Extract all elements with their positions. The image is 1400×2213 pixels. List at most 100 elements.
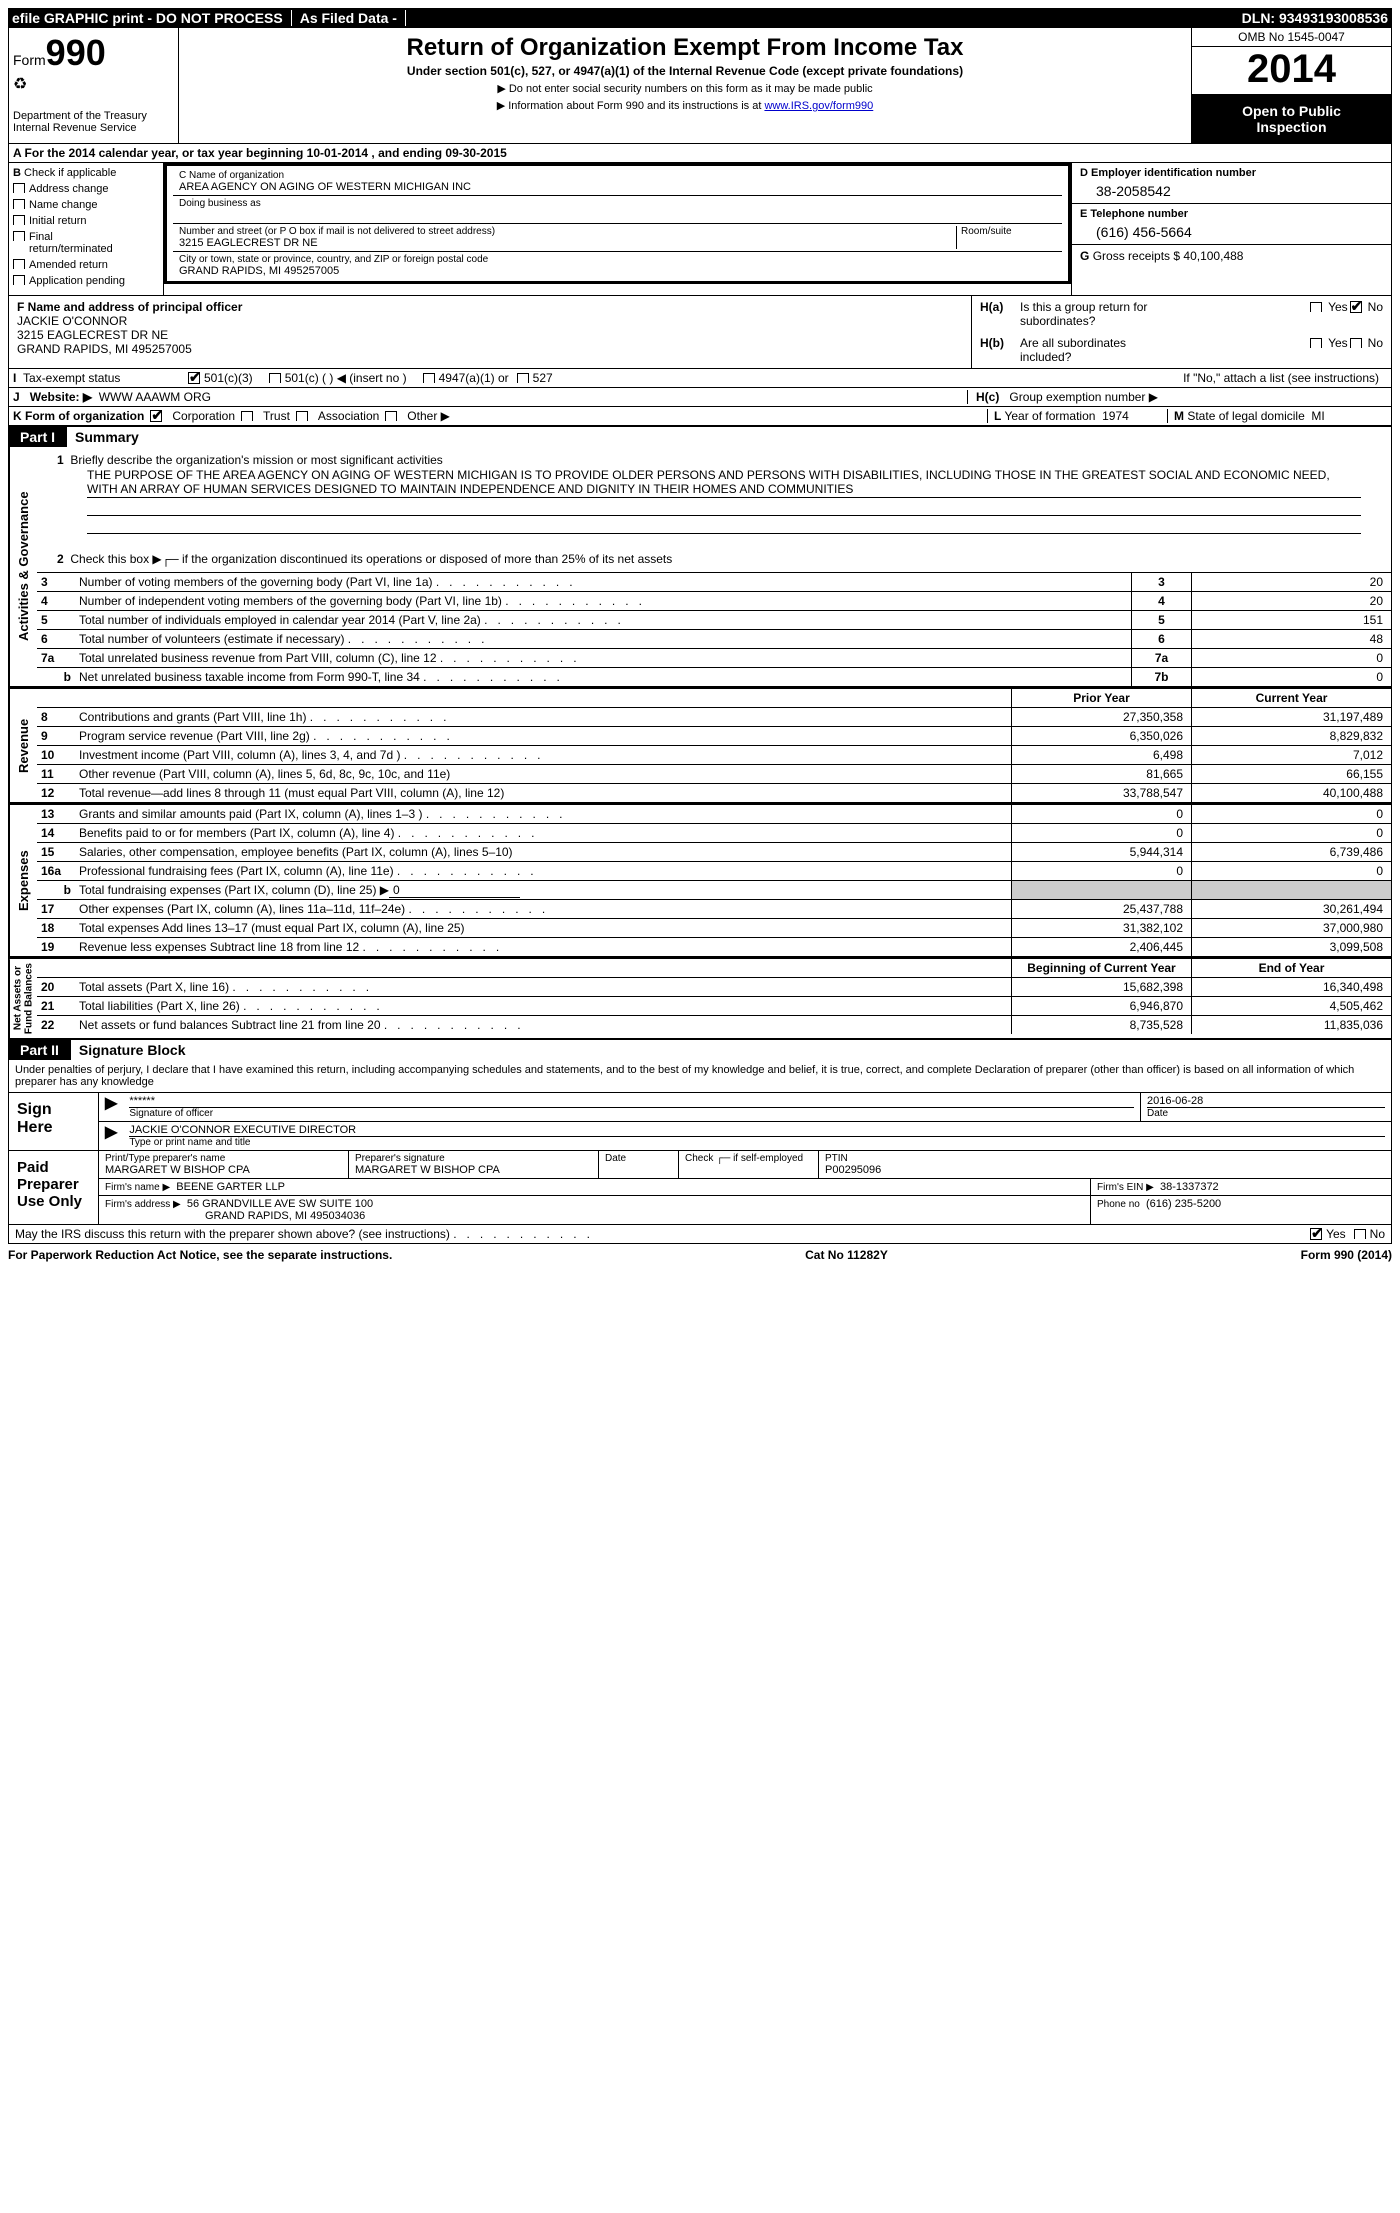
- l11-p: 81,665: [1011, 765, 1191, 783]
- perjury-text: Under penalties of perjury, I declare th…: [8, 1060, 1392, 1093]
- l8-num: 8: [37, 708, 75, 726]
- form-header: Form990 ♻ Department of the Treasury Int…: [8, 28, 1392, 144]
- irs-link[interactable]: www.IRS.gov/form990: [764, 100, 873, 112]
- l19-c: 3,099,508: [1191, 938, 1391, 956]
- l5-num: 5: [37, 611, 75, 629]
- sig-date: 2016-06-28: [1147, 1095, 1385, 1107]
- col-d: D Employer identification number 38-2058…: [1071, 163, 1391, 295]
- l7b-box: 7b: [1131, 668, 1191, 686]
- l19-num: 19: [37, 938, 75, 956]
- vlabel-expenses: Expenses: [9, 805, 37, 956]
- l13-num: 13: [37, 805, 75, 823]
- hb-no-chk[interactable]: [1350, 338, 1362, 348]
- pt-sig-label: Preparer's signature: [355, 1153, 592, 1164]
- chk-other[interactable]: [385, 411, 397, 421]
- hb-yes-chk[interactable]: [1310, 338, 1322, 348]
- dln-label: DLN:: [1242, 10, 1275, 26]
- phone-value: (616) 456-5664: [1080, 220, 1383, 240]
- hb-label: H(b): [980, 336, 1020, 350]
- hb-text2: included?: [1020, 350, 1071, 364]
- website-url: WWW AAAWM ORG: [99, 390, 211, 404]
- l16b-val: 0: [389, 883, 520, 898]
- header-mid: Return of Organization Exempt From Incom…: [179, 28, 1191, 143]
- discuss-no-chk[interactable]: [1354, 1229, 1366, 1239]
- chk-amended[interactable]: [13, 259, 25, 269]
- part1-expenses: Expenses 13Grants and similar amounts pa…: [8, 803, 1392, 957]
- l7b-desc: Net unrelated business taxable income fr…: [75, 668, 1131, 686]
- chk-corp[interactable]: [150, 410, 162, 422]
- ha-label: H(a): [980, 300, 1020, 314]
- chk-addr-change[interactable]: [13, 183, 25, 193]
- l12-c: 40,100,488: [1191, 784, 1391, 802]
- row-k: K Form of organization Corporation Trust…: [8, 407, 1392, 426]
- form-990-num: 990: [46, 32, 106, 73]
- l16b-p: [1011, 881, 1191, 899]
- l7b-num: b: [37, 668, 75, 686]
- l-label: L: [994, 409, 1001, 423]
- l16b-c: [1191, 881, 1391, 899]
- mission-text: THE PURPOSE OF THE AREA AGENCY ON AGING …: [87, 467, 1361, 498]
- l10-num: 10: [37, 746, 75, 764]
- part1-header: Part I Summary: [8, 426, 1392, 447]
- chk-pending[interactable]: [13, 275, 25, 285]
- part1-revenue: Revenue Prior YearCurrent Year 8Contribu…: [8, 687, 1392, 803]
- l4-desc: Number of independent voting members of …: [75, 592, 1131, 610]
- l4-box: 4: [1131, 592, 1191, 610]
- l5-val: 151: [1191, 611, 1391, 629]
- k-text: K Form of organization: [13, 409, 144, 423]
- k-other: Other ▶: [407, 409, 450, 423]
- open-inspection: Open to Public Inspection: [1192, 95, 1391, 143]
- l3-num: 3: [37, 573, 75, 591]
- l16a-c: 0: [1191, 862, 1391, 880]
- a-mid: , and ending: [371, 146, 445, 160]
- chk-name-change[interactable]: [13, 199, 25, 209]
- l9-num: 9: [37, 727, 75, 745]
- l21-num: 21: [37, 997, 75, 1015]
- discuss-yes-chk[interactable]: [1310, 1228, 1322, 1240]
- gross-value: 40,100,488: [1183, 249, 1243, 263]
- l16b-num: b: [37, 881, 75, 899]
- l15-p: 5,944,314: [1011, 843, 1191, 861]
- chk-initial[interactable]: [13, 215, 25, 225]
- discuss-no: No: [1370, 1227, 1385, 1241]
- l7a-num: 7a: [37, 649, 75, 667]
- ha-yes-chk[interactable]: [1310, 302, 1322, 312]
- blank-1: [87, 498, 1361, 516]
- l7a-box: 7a: [1131, 649, 1191, 667]
- l6-box: 6: [1131, 630, 1191, 648]
- l7a-desc: Total unrelated business revenue from Pa…: [75, 649, 1131, 667]
- chk-assoc[interactable]: [296, 411, 308, 421]
- l19-p: 2,406,445: [1011, 938, 1191, 956]
- l10-c: 7,012: [1191, 746, 1391, 764]
- chk-527[interactable]: [517, 373, 529, 383]
- m-val: MI: [1311, 409, 1324, 423]
- hb-note: If "No," attach a list (see instructions…: [553, 371, 1387, 385]
- pt-name: MARGARET W BISHOP CPA: [105, 1164, 342, 1176]
- row-i: I Tax-exempt status 501(c)(3) 501(c) ( )…: [8, 369, 1392, 388]
- officer-name: JACKIE O'CONNOR: [17, 314, 963, 328]
- l5-desc: Total number of individuals employed in …: [75, 611, 1131, 629]
- l14-num: 14: [37, 824, 75, 842]
- chk-501c[interactable]: [269, 373, 281, 383]
- l15-desc: Salaries, other compensation, employee b…: [75, 843, 1011, 861]
- l22-num: 22: [37, 1016, 75, 1034]
- ha-no-chk[interactable]: [1350, 301, 1362, 313]
- f-section: F Name and address of principal officer …: [9, 296, 971, 368]
- ha-no: No: [1368, 300, 1383, 314]
- chk-final[interactable]: [13, 231, 25, 241]
- pt-name-label: Print/Type preparer's name: [105, 1153, 342, 1164]
- officer-addr1: 3215 EAGLECREST DR NE: [17, 328, 963, 342]
- l21-p: 6,946,870: [1011, 997, 1191, 1015]
- chk-501c3[interactable]: [188, 372, 200, 384]
- l-val: 1974: [1102, 409, 1129, 423]
- dln: DLN: 93493193008536: [414, 10, 1388, 26]
- chk-trust[interactable]: [241, 411, 253, 421]
- sig-mask: ******: [129, 1095, 1134, 1107]
- firm-phone: (616) 235-5200: [1146, 1198, 1221, 1210]
- firm-addr-label: Firm's address ▶: [105, 1199, 181, 1210]
- part1-title: Summary: [67, 426, 1392, 447]
- opt-4947: 4947(a)(1) or: [439, 371, 509, 385]
- l16a-p: 0: [1011, 862, 1191, 880]
- chk-4947[interactable]: [423, 373, 435, 383]
- inspect-2: Inspection: [1196, 119, 1387, 135]
